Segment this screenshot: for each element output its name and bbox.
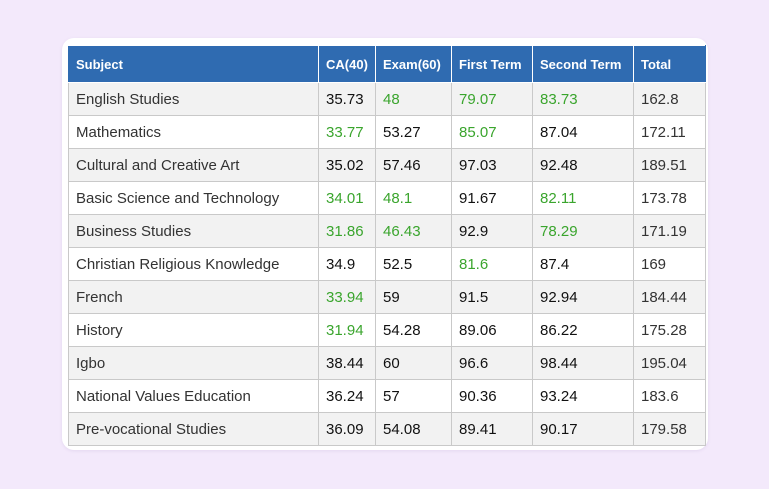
results-card: Subject CA(40) Exam(60) First Term Secon…: [62, 38, 708, 450]
exam-cell: 54.28: [375, 313, 452, 347]
subject-cell: Business Studies: [68, 214, 319, 248]
total-cell: 179.58: [633, 412, 706, 446]
header-total: Total: [633, 45, 706, 83]
table-header-row: Subject CA(40) Exam(60) First Term Secon…: [68, 45, 706, 83]
second-term-cell: 90.17: [532, 412, 634, 446]
table-row: History 31.94 54.28 89.06 86.22 175.28: [68, 313, 706, 347]
second-term-cell: 86.22: [532, 313, 634, 347]
exam-cell: 59: [375, 280, 452, 314]
ca-cell: 34.9: [318, 247, 376, 281]
exam-cell: 48: [375, 82, 452, 116]
total-cell: 172.11: [633, 115, 706, 149]
subject-cell: History: [68, 313, 319, 347]
table-row: Basic Science and Technology 34.01 48.1 91.…: [68, 181, 706, 215]
subject-cell: Christian Religious Knowledge: [68, 247, 319, 281]
ca-cell: 35.02: [318, 148, 376, 182]
subject-cell: Igbo: [68, 346, 319, 380]
first-term-cell: 79.07: [451, 82, 533, 116]
ca-cell: 35.73: [318, 82, 376, 116]
subject-cell: English Studies: [68, 82, 319, 116]
exam-cell: 57: [375, 379, 452, 413]
exam-cell: 53.27: [375, 115, 452, 149]
subject-cell: National Values Education: [68, 379, 319, 413]
subject-cell: Basic Science and Technology: [68, 181, 319, 215]
ca-cell: 33.77: [318, 115, 376, 149]
exam-cell: 57.46: [375, 148, 452, 182]
subject-cell: Mathematics: [68, 115, 319, 149]
ca-cell: 36.09: [318, 412, 376, 446]
header-first-term: First Term: [451, 45, 533, 83]
ca-cell: 31.86: [318, 214, 376, 248]
total-cell: 183.6: [633, 379, 706, 413]
table-row: Mathematics 33.77 53.27 85.07 87.04 172.11: [68, 115, 706, 149]
first-term-cell: 89.06: [451, 313, 533, 347]
table-row: Igbo 38.44 60 96.6 98.44 195.04: [68, 346, 706, 380]
first-term-cell: 89.41: [451, 412, 533, 446]
total-cell: 173.78: [633, 181, 706, 215]
total-cell: 169: [633, 247, 706, 281]
second-term-cell: 98.44: [532, 346, 634, 380]
exam-cell: 48.1: [375, 181, 452, 215]
table-row: Cultural and Creative Art 35.02 57.46 97.03…: [68, 148, 706, 182]
table-row: Pre-vocational Studies 36.09 54.08 89.41 90.…: [68, 412, 706, 446]
subject-cell: Pre-vocational Studies: [68, 412, 319, 446]
exam-cell: 46.43: [375, 214, 452, 248]
header-ca: CA(40): [318, 45, 376, 83]
second-term-cell: 87.04: [532, 115, 634, 149]
second-term-cell: 92.94: [532, 280, 634, 314]
total-cell: 171.19: [633, 214, 706, 248]
table-row: National Values Education 36.24 57 90.36 93.…: [68, 379, 706, 413]
table-row: English Studies 35.73 48 79.07 83.73 162.8: [68, 82, 706, 116]
results-table: Subject CA(40) Exam(60) First Term Secon…: [68, 45, 706, 446]
first-term-cell: 96.6: [451, 346, 533, 380]
first-term-cell: 85.07: [451, 115, 533, 149]
exam-cell: 60: [375, 346, 452, 380]
header-second-term: Second Term: [532, 45, 634, 83]
exam-cell: 52.5: [375, 247, 452, 281]
subject-cell: Cultural and Creative Art: [68, 148, 319, 182]
first-term-cell: 91.5: [451, 280, 533, 314]
first-term-cell: 97.03: [451, 148, 533, 182]
total-cell: 184.44: [633, 280, 706, 314]
ca-cell: 38.44: [318, 346, 376, 380]
second-term-cell: 78.29: [532, 214, 634, 248]
total-cell: 189.51: [633, 148, 706, 182]
second-term-cell: 87.4: [532, 247, 634, 281]
total-cell: 162.8: [633, 82, 706, 116]
exam-cell: 54.08: [375, 412, 452, 446]
header-subject: Subject: [68, 45, 319, 83]
second-term-cell: 93.24: [532, 379, 634, 413]
second-term-cell: 92.48: [532, 148, 634, 182]
first-term-cell: 91.67: [451, 181, 533, 215]
ca-cell: 36.24: [318, 379, 376, 413]
first-term-cell: 81.6: [451, 247, 533, 281]
total-cell: 175.28: [633, 313, 706, 347]
table-row: Business Studies 31.86 46.43 92.9 78.29 171.1…: [68, 214, 706, 248]
second-term-cell: 82.11: [532, 181, 634, 215]
ca-cell: 34.01: [318, 181, 376, 215]
ca-cell: 33.94: [318, 280, 376, 314]
table-row: French 33.94 59 91.5 92.94 184.44: [68, 280, 706, 314]
table-row: Christian Religious Knowledge 34.9 52.5 81.…: [68, 247, 706, 281]
first-term-cell: 92.9: [451, 214, 533, 248]
header-exam: Exam(60): [375, 45, 452, 83]
first-term-cell: 90.36: [451, 379, 533, 413]
table-body: English Studies 35.73 48 79.07 83.73 162.8 Mat…: [68, 82, 706, 446]
total-cell: 195.04: [633, 346, 706, 380]
second-term-cell: 83.73: [532, 82, 634, 116]
ca-cell: 31.94: [318, 313, 376, 347]
subject-cell: French: [68, 280, 319, 314]
